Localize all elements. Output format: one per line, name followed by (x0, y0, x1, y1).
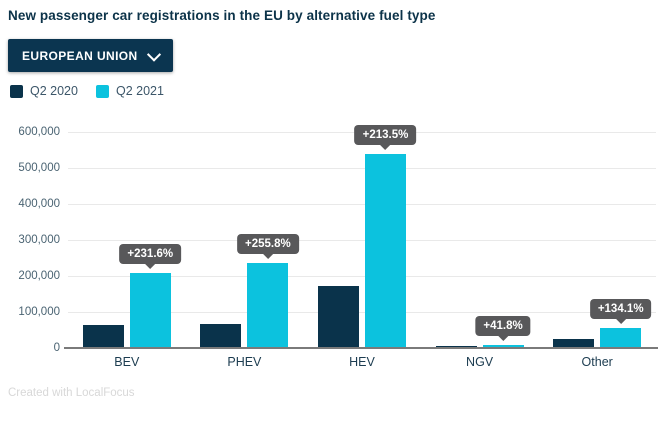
gridline (68, 204, 656, 205)
region-selector-button[interactable]: EUROPEAN UNION (8, 39, 173, 72)
legend-item: Q2 2021 (95, 84, 164, 98)
percentage-change-tooltip: +255.8% (237, 234, 299, 260)
y-axis-tick-label: 500,000 (18, 162, 60, 174)
y-axis-tick-label: 200,000 (18, 270, 60, 282)
percentage-change-tooltip: +213.5% (354, 124, 417, 150)
bar-group-bev: +231.6% (68, 132, 186, 348)
attribution: Created with LocalFocus (8, 387, 135, 399)
bar-other-q2-2021[interactable] (600, 327, 642, 348)
chart-title: New passenger car registrations in the E… (8, 8, 436, 23)
bar-phev-q2-2020[interactable] (200, 324, 242, 348)
bar-hev-q2-2021[interactable] (364, 153, 406, 348)
bar-ngv-q2-2021[interactable] (482, 344, 524, 348)
legend-swatch (10, 84, 23, 98)
percentage-change-tooltip: +134.1% (589, 298, 652, 324)
legend: Q2 2020 Q2 2021 (10, 84, 164, 98)
bar-hev-q2-2020[interactable] (317, 286, 359, 348)
bar-ngv-q2-2020[interactable] (435, 345, 477, 348)
bar-phev-q2-2021[interactable] (247, 263, 289, 348)
percentage-change-tooltip: +41.8% (475, 315, 531, 341)
y-axis-tick-label: 600,000 (18, 126, 60, 138)
plot-area: +231.6% +255.8% +213.5% +41.8% +134.1% (68, 124, 656, 348)
x-axis-line (64, 347, 658, 349)
x-axis-category-label: HEV (349, 355, 375, 369)
bar-group-ngv: +41.8% (421, 132, 539, 348)
bar-bev-q2-2021[interactable] (129, 272, 171, 348)
legend-label: Q2 2020 (30, 84, 78, 98)
x-axis-category-label: NGV (466, 355, 494, 369)
x-axis-category-label: BEV (114, 355, 140, 369)
bar-bev-q2-2020[interactable] (82, 325, 124, 348)
gridline (68, 168, 656, 169)
bar-other-q2-2020[interactable] (553, 339, 595, 348)
gridline (68, 312, 656, 313)
y-axis-tick-label: 300,000 (18, 234, 60, 246)
bar-group-phev: +255.8% (186, 132, 304, 348)
chevron-down-icon (146, 47, 161, 62)
percentage-change-tooltip: +231.6% (119, 243, 182, 269)
gridline (68, 276, 656, 277)
y-axis-tick-label: 0 (53, 342, 60, 354)
legend-item: Q2 2020 (10, 84, 78, 98)
x-axis-category-label: Other (581, 355, 613, 369)
legend-swatch (95, 84, 109, 98)
bar-group-hev: +213.5% (303, 124, 421, 348)
x-axis-category-label: PHEV (227, 355, 262, 369)
bar-group-other: +134.1% (538, 132, 656, 348)
region-selector-label: EUROPEAN UNION (22, 48, 138, 63)
gridline (68, 240, 656, 241)
legend-label: Q2 2021 (115, 84, 164, 98)
y-axis-tick-label: 100,000 (18, 306, 60, 318)
y-axis-tick-label: 400,000 (18, 198, 60, 210)
